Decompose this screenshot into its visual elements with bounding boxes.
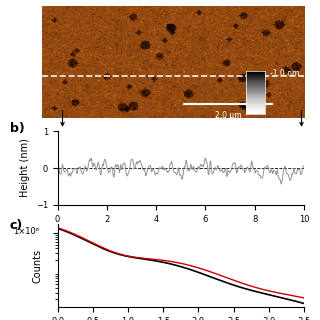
Text: 2.0 μm: 2.0 μm	[215, 110, 241, 120]
X-axis label: Horizontal distance (μm): Horizontal distance (μm)	[120, 229, 241, 239]
Y-axis label: Height (nm): Height (nm)	[20, 139, 30, 197]
Text: b): b)	[10, 122, 24, 135]
Text: -1.0 nm: -1.0 nm	[270, 69, 299, 78]
Y-axis label: Counts: Counts	[32, 249, 42, 283]
Text: 1×10⁶: 1×10⁶	[13, 227, 39, 236]
Text: c): c)	[10, 219, 23, 232]
